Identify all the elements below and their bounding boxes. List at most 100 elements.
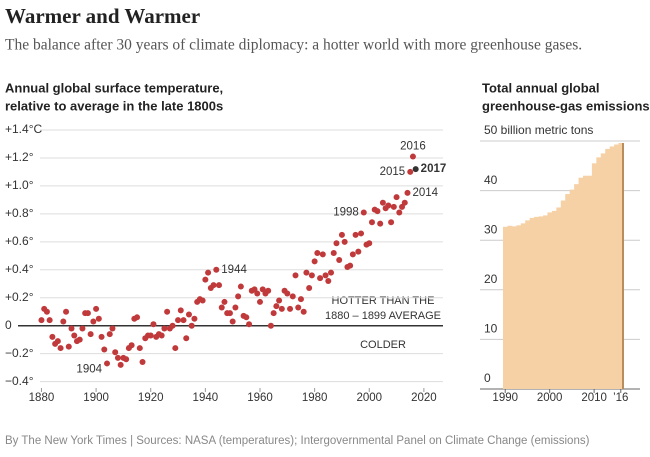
data-point xyxy=(297,296,304,303)
data-point xyxy=(136,345,143,352)
data-point xyxy=(63,308,70,315)
data-point xyxy=(360,209,367,216)
data-point xyxy=(180,317,187,324)
point-label: 2015 xyxy=(380,166,406,178)
data-point xyxy=(229,318,236,325)
bar xyxy=(547,212,553,389)
y-tick-label: 10 xyxy=(484,322,498,336)
bar xyxy=(525,220,531,389)
data-point xyxy=(202,276,209,283)
point-label: 2016 xyxy=(400,141,426,153)
data-point xyxy=(161,325,168,332)
data-point xyxy=(232,304,239,311)
data-point xyxy=(191,315,198,322)
subtitle: The balance after 30 years of climate di… xyxy=(5,37,582,54)
data-point xyxy=(158,332,165,339)
data-point xyxy=(267,322,274,329)
y-tick-label: +1.0° xyxy=(5,178,34,192)
chart-title: Annual global surface temperature, xyxy=(5,80,223,95)
data-point xyxy=(46,317,53,324)
bar xyxy=(591,163,597,389)
data-point xyxy=(311,258,318,265)
data-point xyxy=(355,248,362,255)
data-point xyxy=(216,282,223,289)
footer: By The New York Times | Sources: NASA (t… xyxy=(5,435,590,447)
data-point xyxy=(306,284,313,291)
data-point xyxy=(221,298,228,305)
y-tick-label: +0.2° xyxy=(5,290,34,304)
x-tick-label: ’16 xyxy=(613,392,628,404)
bar xyxy=(574,184,579,389)
data-point xyxy=(76,336,83,343)
bar xyxy=(516,225,522,389)
data-point xyxy=(308,272,315,279)
data-point xyxy=(134,314,141,321)
data-point xyxy=(90,318,97,325)
data-point xyxy=(226,310,233,317)
x-tick-label: 1880 xyxy=(29,392,55,404)
data-point xyxy=(292,272,299,279)
data-point xyxy=(295,304,302,311)
data-point xyxy=(254,290,261,297)
data-point xyxy=(93,305,100,312)
data-point xyxy=(169,322,176,329)
data-point xyxy=(112,349,119,356)
data-point xyxy=(210,282,217,289)
chart-title: Total annual global xyxy=(482,80,599,95)
data-point xyxy=(150,321,157,328)
data-point xyxy=(338,231,345,238)
data-point xyxy=(172,345,179,352)
bar xyxy=(583,175,588,389)
title: Warmer and Warmer xyxy=(5,4,200,28)
bar xyxy=(551,210,557,389)
data-point xyxy=(243,314,250,321)
y-tick-label: +1.2° xyxy=(5,150,34,164)
bar xyxy=(538,216,544,389)
y-tick-label: −0.4° xyxy=(5,374,34,388)
data-point xyxy=(246,321,253,328)
data-point xyxy=(284,290,291,297)
data-point xyxy=(333,240,340,247)
point-label: 1944 xyxy=(221,264,247,276)
data-point xyxy=(256,298,263,305)
data-point xyxy=(109,325,116,332)
y-tick-label: 0 xyxy=(484,371,491,385)
data-point xyxy=(60,318,67,325)
y-tick-label: +0.6° xyxy=(5,234,34,248)
point-label: 2014 xyxy=(412,187,438,199)
bar xyxy=(609,146,615,389)
data-point xyxy=(117,361,124,368)
data-point xyxy=(385,202,392,209)
data-point xyxy=(303,269,310,276)
data-point xyxy=(349,251,356,258)
data-point xyxy=(377,220,384,227)
data-point xyxy=(175,317,182,324)
y-tick-label: 50 billion metric tons xyxy=(484,123,593,137)
data-point xyxy=(123,356,130,363)
point-label: 2017 xyxy=(421,163,447,175)
bar xyxy=(529,217,535,389)
data-point xyxy=(147,332,154,339)
bar xyxy=(534,216,539,389)
x-tick-label: 1990 xyxy=(492,392,518,404)
x-tick-label: 2020 xyxy=(411,392,437,404)
data-point xyxy=(185,311,192,318)
y-tick-label: +1.4°C xyxy=(5,122,42,136)
data-point xyxy=(393,194,400,201)
bar xyxy=(556,207,562,389)
y-tick-label: 30 xyxy=(484,222,498,236)
data-point xyxy=(68,325,75,332)
data-point xyxy=(177,307,184,314)
bar xyxy=(565,194,571,389)
data-point xyxy=(79,325,86,332)
bar xyxy=(511,226,517,389)
data-point xyxy=(347,262,354,269)
x-tick-label: 2000 xyxy=(537,392,563,404)
x-tick-label: 1900 xyxy=(83,392,109,404)
annotation: COLDER xyxy=(360,339,406,351)
x-tick-label: 1980 xyxy=(302,392,328,404)
x-tick-label: 1960 xyxy=(247,392,273,404)
data-point xyxy=(317,275,324,282)
bar xyxy=(569,189,575,389)
